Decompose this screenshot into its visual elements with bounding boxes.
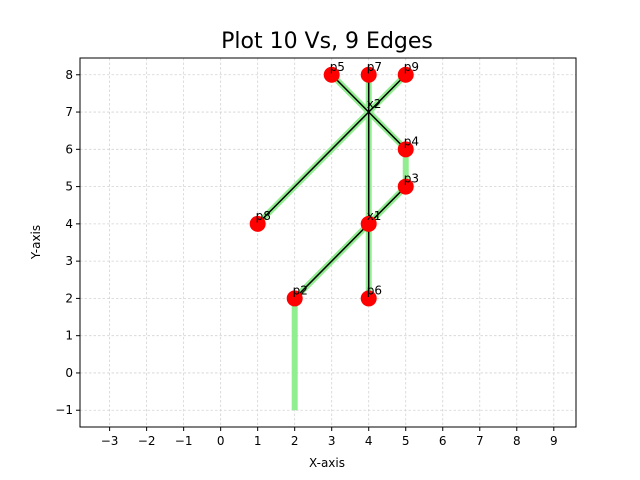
- nodes-layer: [249, 66, 414, 307]
- x-tick-label: 2: [291, 434, 299, 448]
- node-label: p7: [367, 60, 382, 74]
- node-marker: [360, 215, 377, 232]
- node-label: p4: [404, 134, 419, 148]
- node-marker: [397, 178, 414, 195]
- node-label: p5: [330, 60, 345, 74]
- node-marker: [397, 66, 414, 83]
- node-marker: [397, 141, 414, 158]
- y-tick-label: 4: [65, 217, 73, 231]
- x-tick-label: 7: [476, 434, 484, 448]
- node-label: p3: [404, 172, 419, 186]
- x-tick-label: 1: [254, 434, 262, 448]
- x-tick-label: 4: [365, 434, 373, 448]
- x-tick-label: −1: [175, 434, 193, 448]
- edge-line: [294, 186, 407, 299]
- y-axis-ticks: −1 0 1 2 3 4 5 6 7 8: [55, 68, 80, 417]
- x-axis-ticks: −3 −2 −1 0 1 2 3 4 5 6 7 8 9: [101, 427, 558, 448]
- y-tick-label: 0: [65, 366, 73, 380]
- node-label: x2: [367, 97, 382, 111]
- x-axis-label: X-axis: [309, 456, 345, 470]
- x-tick-label: 6: [439, 434, 447, 448]
- y-tick-label: 8: [65, 68, 73, 82]
- node-marker: [286, 290, 303, 307]
- node-label: x1: [367, 209, 382, 223]
- x-tick-label: 0: [217, 434, 225, 448]
- x-tick-label: 9: [550, 434, 558, 448]
- node-marker: [360, 290, 377, 307]
- y-axis-label: Y-axis: [29, 225, 43, 260]
- node-marker: [249, 215, 266, 232]
- chart-title: Plot 10 Vs, 9 Edges: [221, 29, 433, 54]
- node-marker: [360, 66, 377, 83]
- node-label: p8: [256, 209, 271, 223]
- node-marker: [323, 66, 340, 83]
- edge-line: [257, 74, 407, 225]
- edges-layer: [255, 72, 409, 411]
- node-label: p2: [293, 283, 308, 297]
- x-tick-label: 8: [513, 434, 521, 448]
- x-tick-label: −2: [138, 434, 156, 448]
- x-tick-label: 5: [402, 434, 410, 448]
- node-label: p6: [367, 283, 382, 297]
- y-tick-label: 6: [65, 142, 73, 156]
- y-tick-label: 1: [65, 329, 73, 343]
- node-labels-layer: p5 p7 p9 x2 p4 p3 p8 x1 p2 p6: [256, 60, 419, 298]
- node-label: p9: [404, 60, 419, 74]
- y-tick-label: 3: [65, 254, 73, 268]
- y-tick-label: 2: [65, 291, 73, 305]
- plot-frame: [79, 57, 577, 428]
- y-tick-label: 7: [65, 105, 73, 119]
- y-tick-label: 5: [65, 180, 73, 194]
- x-tick-label: −3: [101, 434, 119, 448]
- y-tick-label: −1: [55, 403, 73, 417]
- x-tick-label: 3: [328, 434, 336, 448]
